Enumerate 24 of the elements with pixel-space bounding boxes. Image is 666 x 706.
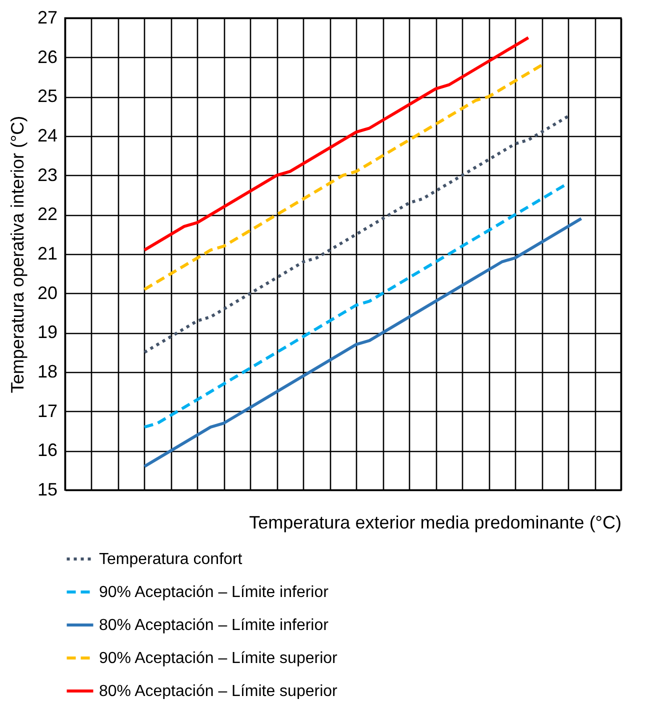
- legend-label: 80% Aceptación – Límite inferior: [99, 617, 330, 634]
- y-tick-label: 26: [37, 46, 58, 67]
- y-tick-label: 19: [37, 322, 58, 342]
- y-tick-label: 22: [37, 204, 58, 224]
- legend-label: 90% Aceptación – Límite inferior: [99, 584, 330, 601]
- line-series: [142, 217, 583, 468]
- y-tick-label: 15: [37, 480, 58, 500]
- y-tick-label: 23: [37, 164, 58, 185]
- line-series: [142, 36, 530, 252]
- y-tick-label: 21: [37, 244, 58, 264]
- y-tick-label: 24: [37, 126, 58, 146]
- line-series: [142, 64, 544, 291]
- y-axis-title: Temperatura operativa interior (°C): [7, 116, 28, 394]
- y-tick-label: 25: [37, 86, 58, 106]
- x-axis-title: Temperatura exterior media predominante (°C): [249, 512, 622, 532]
- legend-label: Temperatura confort: [99, 551, 243, 568]
- legend-label: 80% Aceptación – Límite superior: [99, 683, 338, 700]
- y-tick-label: 18: [37, 362, 58, 382]
- y-tick-label: 27: [37, 8, 58, 28]
- y-tick-label: 16: [37, 440, 58, 460]
- line-series: [142, 114, 570, 354]
- y-tick-label: 17: [37, 400, 58, 421]
- legend-label: 90% Aceptación – Límite superior: [99, 650, 338, 667]
- y-tick-label: 20: [37, 282, 58, 303]
